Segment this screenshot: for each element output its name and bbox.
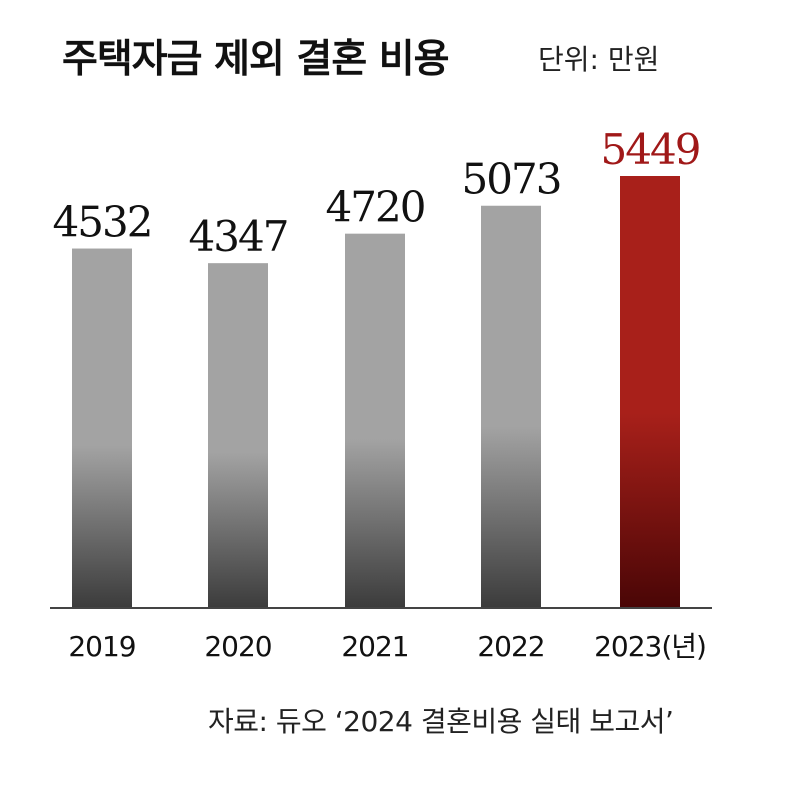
data-label: 5449 [601,125,700,174]
source-note: 자료: 듀오 ‘2024 결혼비용 실태 보고서’ [208,705,674,738]
x-tick-label: 2019 [68,630,135,663]
bar-2020 [208,263,268,607]
bar-2023 [620,176,680,607]
bar-2019 [72,248,132,607]
x-tick-label: 2021 [341,630,408,663]
data-label: 4720 [326,183,425,232]
data-label: 5073 [462,155,561,204]
data-label: 4347 [189,212,288,261]
x-tick-label: 2022 [477,630,544,663]
x-tick-label: 2020 [204,630,271,663]
chart-title: 주택자금 제외 결혼 비용 [62,37,450,82]
x-tick-label: 2023(년) [594,630,706,663]
bar-2021 [345,233,405,607]
data-label: 4532 [53,198,152,247]
bar-2022 [481,205,541,607]
unit-label: 단위: 만원 [538,43,660,76]
